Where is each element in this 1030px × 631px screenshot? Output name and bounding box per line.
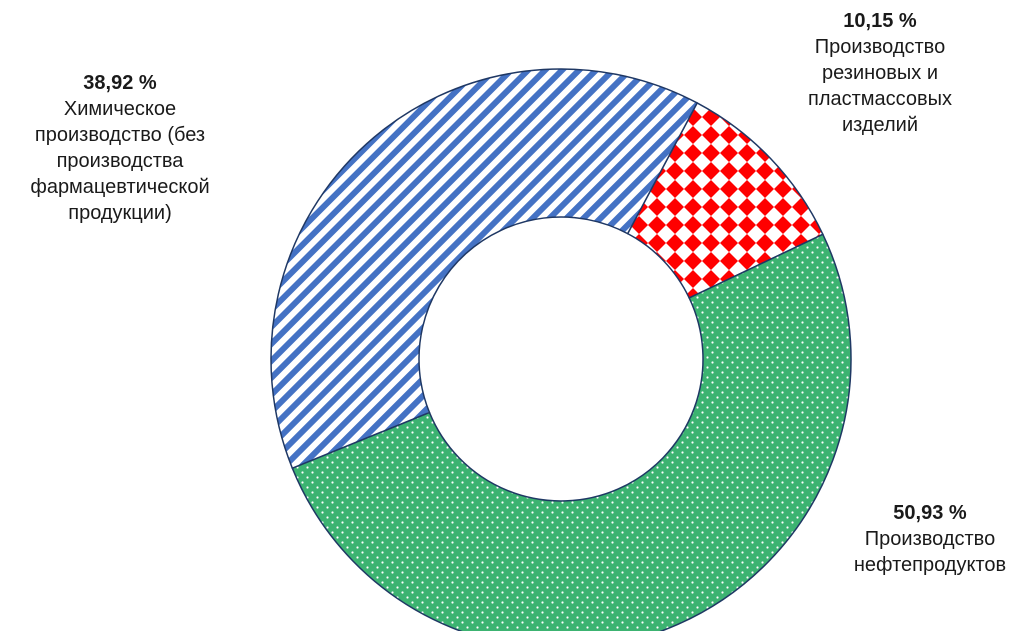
- slice-label: Химическое производство (без производств…: [30, 98, 210, 224]
- slice-label: Производство резиновых и пластмассовых и…: [807, 36, 952, 136]
- value-label: 10,15 %: [843, 10, 917, 32]
- value-label: 38,92 %: [83, 72, 157, 94]
- slice-blue-diagonal-stripes: [270, 68, 699, 470]
- value-label: 50,93 %: [893, 502, 967, 524]
- slice-green-dots: [291, 233, 852, 631]
- label-petroleum: 50,93 % Производство нефтепродуктов: [830, 500, 1030, 578]
- label-chemical: 38,92 % Химическое производство (без про…: [5, 70, 235, 226]
- slice-label: Производство нефтепродуктов: [853, 528, 1007, 576]
- label-rubber-plastics: 10,15 % Производство резиновых и пластма…: [780, 8, 980, 138]
